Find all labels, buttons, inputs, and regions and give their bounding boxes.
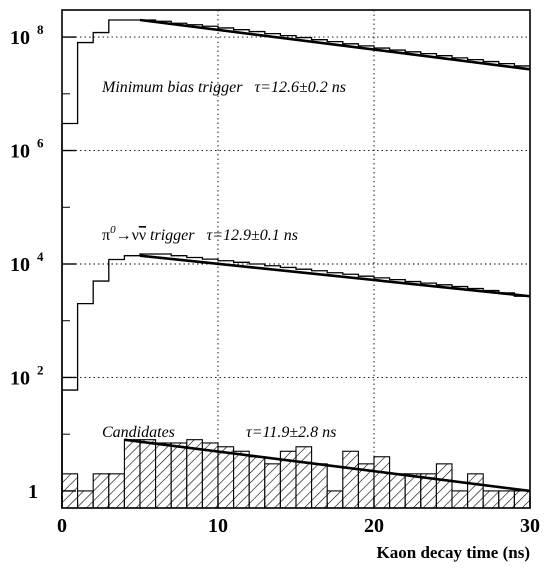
arrow-nu: →ν — [116, 227, 139, 244]
nu-bar: ν — [139, 227, 146, 244]
candidate-bar — [108, 473, 125, 509]
axis-ticks — [61, 36, 531, 508]
candidate-bar — [170, 442, 188, 509]
x-tick-label: 10 — [208, 515, 228, 537]
annotation-candidates: Candidates — [102, 424, 175, 441]
candidate-bar — [233, 450, 250, 509]
candidate-bar — [467, 473, 484, 509]
candidate-bar — [435, 463, 453, 509]
y-tick-exponent: 2 — [37, 362, 44, 377]
candidate-bar — [373, 456, 391, 509]
candidate-bar — [451, 490, 469, 509]
histogram-series-1 — [61, 19, 530, 508]
y-tick-label: 10 — [10, 254, 30, 276]
pi0-trigger-rest: trigger τ=12.9±0.1 ns — [146, 227, 298, 244]
candidate-bar — [201, 442, 219, 509]
x-tick-label: 20 — [364, 515, 384, 537]
y-tick-label: 10 — [10, 141, 30, 163]
fit-line-series-2 — [139, 254, 531, 298]
pi0-symbol: π — [102, 227, 110, 244]
candidate-bar — [342, 450, 359, 509]
x-axis-title: Kaon decay time (ns) — [377, 543, 530, 562]
candidate-bar — [389, 473, 406, 509]
candidate-bar — [139, 439, 157, 509]
candidate-bar — [482, 490, 500, 509]
fit-line-series-1 — [139, 18, 531, 71]
y-tick-label: 1 — [28, 481, 38, 503]
candidate-bar — [326, 490, 344, 509]
fit-line-series-3 — [124, 438, 531, 493]
candidate-bar — [217, 446, 235, 509]
candidate-bar — [77, 490, 94, 509]
x-tick-label: 0 — [57, 515, 67, 537]
tick-labels: 0 10 20 30 1 10 2 10 4 10 6 10 8 — [10, 22, 540, 537]
pi0-superscript: 0 — [110, 224, 116, 236]
candidate-bar — [248, 456, 266, 509]
candidate-bar — [404, 473, 422, 509]
exponential-fit-lines — [124, 18, 531, 493]
annotation-pi0-trigger: π0→νν trigger τ=12.9±0.1 ns — [102, 224, 298, 244]
histogram-series — [61, 19, 530, 508]
y-tick-label: 10 — [10, 367, 30, 389]
annotation-candidates-tau: τ=11.9±2.8 ns — [246, 424, 336, 441]
candidate-bar — [513, 490, 531, 509]
candidate-bar — [295, 446, 313, 509]
candidate-bar — [155, 442, 172, 509]
candidates-hatched-bars — [61, 439, 531, 509]
y-tick-exponent: 4 — [37, 249, 44, 264]
annotation-minimum-bias: Minimum bias trigger τ=12.6±0.2 ns — [101, 79, 346, 96]
candidate-bar — [92, 473, 110, 509]
y-tick-exponent: 8 — [37, 22, 44, 37]
candidate-bar — [311, 463, 328, 509]
candidate-bar — [264, 463, 281, 509]
candidate-bar — [498, 490, 515, 509]
x-tick-label: 30 — [520, 515, 540, 537]
candidate-bar — [123, 439, 141, 509]
y-tick-exponent: 6 — [37, 136, 44, 151]
y-tick-label: 10 — [10, 27, 30, 49]
histogram-series-2 — [61, 253, 530, 508]
